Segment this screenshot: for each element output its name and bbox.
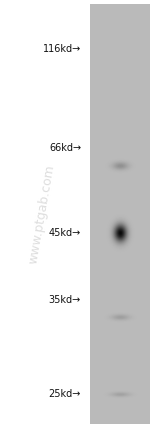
Text: 25kd→: 25kd→ <box>49 389 81 399</box>
Text: www.ptgab.com: www.ptgab.com <box>27 163 57 265</box>
Text: 35kd→: 35kd→ <box>49 294 81 305</box>
Text: 116kd→: 116kd→ <box>43 44 81 54</box>
Text: 45kd→: 45kd→ <box>49 228 81 238</box>
Text: 66kd→: 66kd→ <box>49 143 81 153</box>
